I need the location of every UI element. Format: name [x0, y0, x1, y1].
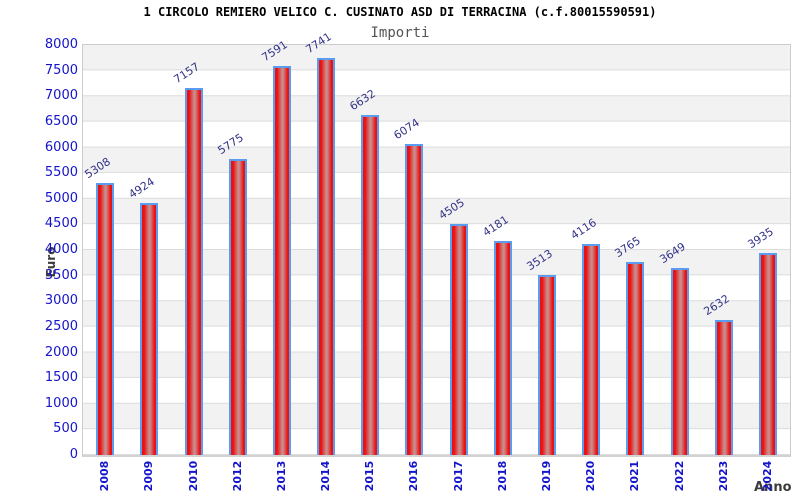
- x-tick-label: 2017: [451, 460, 465, 492]
- x-tick-label: 2019: [540, 460, 553, 492]
- bar: [272, 66, 291, 455]
- x-tick-label: 2018: [495, 460, 509, 492]
- x-tick-label: 2008: [98, 460, 112, 492]
- bar: [405, 143, 424, 455]
- y-tick-label: 2000: [44, 344, 78, 360]
- chart-subtitle: Importi: [370, 25, 430, 41]
- bar: [228, 159, 247, 455]
- y-tick-label: 6000: [44, 139, 78, 155]
- x-tick-label: 2016: [407, 460, 421, 492]
- y-tick-label: 3000: [44, 293, 78, 309]
- y-tick-label: 4500: [44, 216, 78, 232]
- y-tick-label: 8000: [44, 37, 78, 52]
- y-tick-label: 1000: [44, 395, 78, 411]
- chart-title: 1 CIRCOLO REMIERO VELICO C. CUSINATO ASD…: [143, 5, 657, 19]
- y-tick-label: 5000: [44, 190, 78, 206]
- y-tick-label: 5500: [44, 165, 78, 181]
- y-tick-label: 6500: [44, 113, 78, 129]
- x-tick-label: 2022: [672, 460, 686, 492]
- y-tick-label: 1500: [44, 370, 78, 386]
- x-tick-label: 2012: [230, 460, 244, 492]
- x-tick-label: 2010: [186, 460, 200, 492]
- x-axis-label: Anno: [754, 480, 792, 495]
- bar: [449, 224, 468, 455]
- bar: [493, 240, 512, 455]
- bar: [184, 88, 203, 455]
- bar: [626, 262, 645, 455]
- x-tick-label: 2014: [319, 460, 332, 492]
- bar: [582, 244, 601, 455]
- bar: [714, 320, 733, 455]
- x-tick-label: 2015: [363, 460, 377, 492]
- plot-area: [82, 44, 791, 457]
- x-tick-label: 2009: [142, 460, 156, 492]
- bar: [361, 115, 380, 455]
- y-tick-label: 2500: [44, 318, 78, 334]
- x-tick-label: 2024: [760, 460, 774, 492]
- bar: [758, 253, 777, 455]
- y-tick-label: 500: [53, 421, 78, 437]
- x-tick-label: 2023: [716, 460, 730, 492]
- y-tick-label: 3500: [44, 267, 78, 283]
- y-tick-label: 0: [69, 447, 78, 462]
- y-tick-label: 7000: [44, 88, 78, 104]
- x-tick-label: 2021: [628, 460, 642, 492]
- x-tick-label: 2013: [274, 460, 288, 492]
- bar: [140, 202, 159, 455]
- x-tick-label: 2020: [584, 460, 598, 492]
- bar: [538, 275, 556, 455]
- bar: [96, 183, 115, 455]
- y-tick-label: 4000: [44, 242, 78, 257]
- bar: [670, 268, 689, 455]
- y-tick-label: 7500: [44, 62, 78, 78]
- bar: [317, 58, 335, 455]
